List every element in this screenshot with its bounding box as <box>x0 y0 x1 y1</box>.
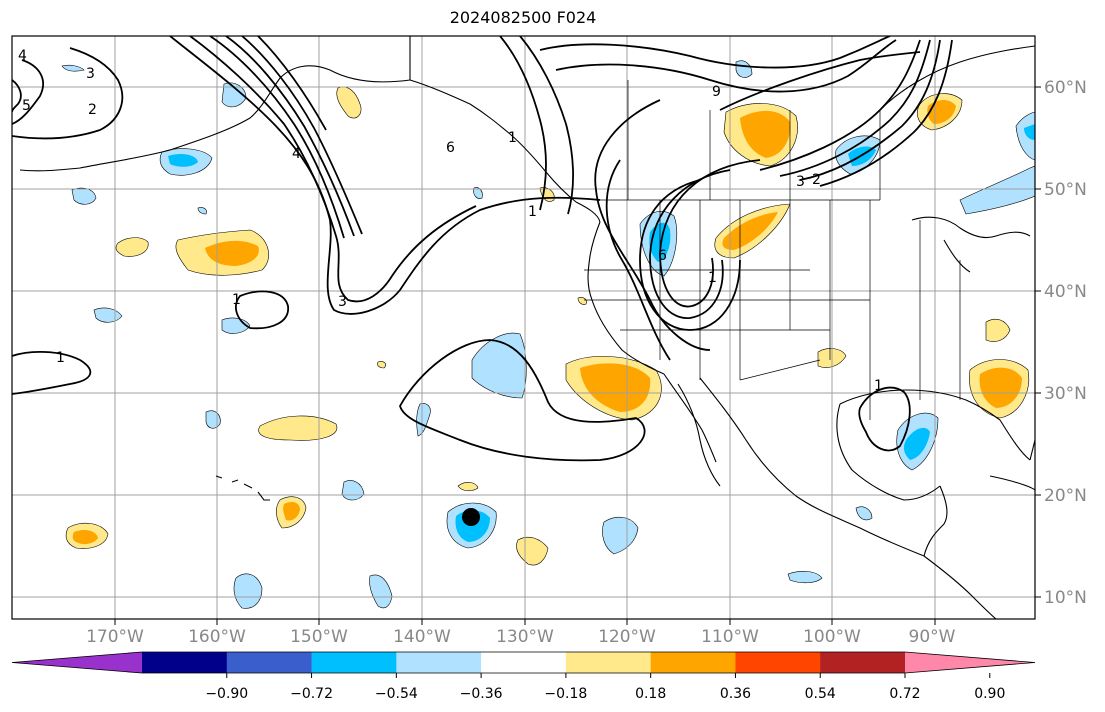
contour-label: 1 <box>708 270 717 286</box>
contour-label: 4 <box>292 146 301 162</box>
lat-label: 40°N <box>1044 282 1087 302</box>
lat-label: 30°N <box>1044 384 1087 404</box>
lat-label: 20°N <box>1044 486 1087 506</box>
colorbar-extend-min <box>12 652 142 673</box>
longitude-labels: 170°W 160°W 150°W 140°W 130°W 120°W 110°… <box>86 627 956 647</box>
colorbar-swatch <box>311 652 397 673</box>
colorbar-swatch <box>565 652 652 673</box>
colorbar-swatch <box>650 652 736 673</box>
contour-label: 1 <box>528 204 537 220</box>
contour-label: 1 <box>56 350 65 366</box>
contour-label: 3 <box>86 66 95 82</box>
colorbar-label: −0.18 <box>544 686 587 702</box>
contour-label: 6 <box>658 248 667 264</box>
lon-label: 130°W <box>496 627 554 647</box>
colorbar-swatch <box>735 652 821 673</box>
colorbar: −0.90 −0.72 −0.54 −0.36 −0.18 0.18 0.36 0.54 0.7… <box>11 651 1036 702</box>
colorbar-label: −0.54 <box>375 686 418 702</box>
anomaly-shading <box>61 60 1035 609</box>
borders <box>409 36 961 420</box>
contour-label: 5 <box>22 98 31 114</box>
plot-area: 4 3 2 5 4 6 1 1 1 3 1 6 9 3 2 1 1 <box>12 36 1035 619</box>
colorbar-swatch <box>481 652 567 673</box>
contour-label: 3 <box>338 294 347 310</box>
contour-label: 2 <box>812 172 821 188</box>
lat-label: 10°N <box>1044 588 1087 608</box>
contour-label: 9 <box>712 84 721 100</box>
contour-label: 3 <box>796 174 805 190</box>
lon-label: 90°W <box>909 627 956 647</box>
colorbar-label: 0.72 <box>889 686 920 702</box>
colorbar-label: 0.18 <box>635 686 666 702</box>
colorbar-label: 0.90 <box>974 686 1005 702</box>
lon-label: 170°W <box>86 627 144 647</box>
contour-label: 2 <box>88 102 97 118</box>
contour-label: 1 <box>232 292 241 308</box>
contour-label: 1 <box>874 378 883 394</box>
lon-label: 140°W <box>393 627 451 647</box>
colorbar-extend-max <box>905 652 1035 673</box>
storm-marker <box>462 508 480 526</box>
contours <box>12 36 953 462</box>
lon-label: 150°W <box>290 627 348 647</box>
colorbar-outline <box>11 651 1036 674</box>
lat-label: 60°N <box>1044 78 1087 98</box>
colorbar-label: −0.90 <box>205 686 248 702</box>
colorbar-swatch <box>226 652 313 673</box>
lon-label: 110°W <box>701 627 759 647</box>
colorbar-swatch <box>142 652 228 673</box>
lon-label: 100°W <box>803 627 861 647</box>
contour-label: 1 <box>508 130 517 146</box>
coastlines <box>19 36 1035 619</box>
colorbar-label: −0.72 <box>290 686 333 702</box>
axis-ticks <box>114 86 1041 625</box>
map-title: 2024082500 F024 <box>449 8 597 27</box>
colorbar-label: 0.36 <box>720 686 751 702</box>
colorbar-label: 0.54 <box>805 686 836 702</box>
lat-label: 50°N <box>1044 180 1087 200</box>
contour-label: 6 <box>446 140 455 156</box>
latitude-labels: 60°N 50°N 40°N 30°N 20°N 10°N <box>1044 78 1087 608</box>
colorbar-swatch <box>820 652 906 673</box>
contour-labels: 4 3 2 5 4 6 1 1 1 3 1 6 9 3 2 1 1 <box>18 48 883 394</box>
lon-label: 120°W <box>598 627 656 647</box>
lon-label: 160°W <box>188 627 246 647</box>
contour-label: 4 <box>18 48 27 64</box>
plot-frame <box>11 35 1036 620</box>
colorbar-swatch <box>396 652 482 673</box>
colorbar-label: −0.36 <box>460 686 503 702</box>
